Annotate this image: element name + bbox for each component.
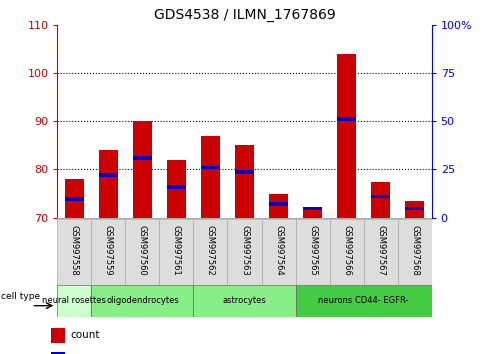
Bar xyxy=(57,219,91,285)
Bar xyxy=(337,54,356,218)
Bar xyxy=(133,156,152,160)
Bar xyxy=(194,219,228,285)
Bar xyxy=(167,185,186,189)
Bar xyxy=(99,150,118,218)
Bar xyxy=(91,285,194,317)
Bar xyxy=(295,285,432,317)
Bar xyxy=(160,219,194,285)
Bar xyxy=(91,219,125,285)
Text: GSM997558: GSM997558 xyxy=(70,225,79,275)
Bar xyxy=(295,219,329,285)
Text: GSM997565: GSM997565 xyxy=(308,225,317,275)
Text: GSM997568: GSM997568 xyxy=(410,225,419,276)
Bar xyxy=(269,202,288,206)
Text: GSM997561: GSM997561 xyxy=(172,225,181,275)
Bar xyxy=(65,197,84,201)
Bar xyxy=(235,170,254,174)
Text: GSM997564: GSM997564 xyxy=(274,225,283,275)
Bar xyxy=(235,145,254,218)
Text: GSM997559: GSM997559 xyxy=(104,225,113,275)
Bar xyxy=(371,182,390,218)
Bar xyxy=(201,136,220,218)
Bar xyxy=(57,285,91,317)
Bar xyxy=(329,219,364,285)
Text: neural rosettes: neural rosettes xyxy=(42,296,106,306)
Text: cell type: cell type xyxy=(1,292,40,301)
Bar xyxy=(405,207,424,211)
Bar xyxy=(269,194,288,218)
Bar xyxy=(228,219,261,285)
Text: GSM997562: GSM997562 xyxy=(206,225,215,275)
Bar xyxy=(261,219,295,285)
Bar xyxy=(201,166,220,170)
Bar xyxy=(51,328,65,343)
Bar xyxy=(99,173,118,177)
Bar xyxy=(51,352,65,354)
Bar xyxy=(125,219,160,285)
Bar xyxy=(194,285,295,317)
Bar xyxy=(65,179,84,218)
Text: oligodendrocytes: oligodendrocytes xyxy=(106,296,179,306)
Bar xyxy=(398,219,432,285)
Bar xyxy=(303,207,322,211)
Text: astrocytes: astrocytes xyxy=(223,296,266,306)
Text: GSM997567: GSM997567 xyxy=(376,225,385,276)
Text: count: count xyxy=(70,330,100,340)
Text: GSM997566: GSM997566 xyxy=(342,225,351,276)
Title: GDS4538 / ILMN_1767869: GDS4538 / ILMN_1767869 xyxy=(154,8,335,22)
Bar xyxy=(405,201,424,218)
Text: GSM997563: GSM997563 xyxy=(240,225,249,276)
Bar xyxy=(364,219,398,285)
Bar xyxy=(337,118,356,121)
Text: GSM997560: GSM997560 xyxy=(138,225,147,275)
Bar xyxy=(303,211,322,218)
Bar xyxy=(371,195,390,198)
Text: neurons CD44- EGFR-: neurons CD44- EGFR- xyxy=(318,296,409,306)
Bar xyxy=(133,121,152,218)
Bar xyxy=(167,160,186,218)
